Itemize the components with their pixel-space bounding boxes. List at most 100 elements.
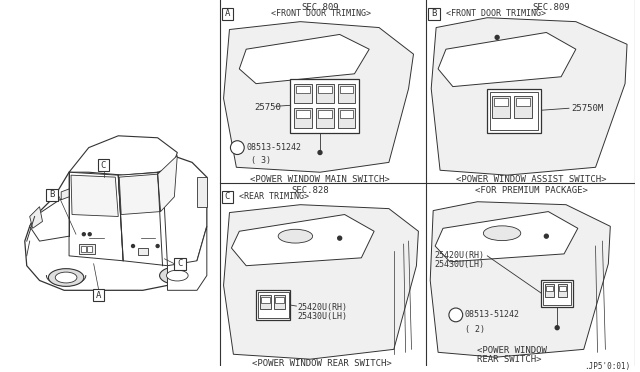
Circle shape [318, 151, 322, 154]
Text: C: C [225, 192, 230, 201]
Text: <POWER WINDOW REAR SWITCH>: <POWER WINDOW REAR SWITCH> [252, 359, 392, 368]
Text: 25750: 25750 [254, 103, 281, 112]
Text: 08513-51242: 08513-51242 [246, 143, 301, 152]
Bar [541, 280, 573, 307]
Bar [492, 96, 510, 118]
Text: <POWER WINDOW ASSIST SWITCH>: <POWER WINDOW ASSIST SWITCH> [456, 175, 607, 184]
Text: ( 2): ( 2) [465, 325, 484, 334]
Ellipse shape [483, 226, 521, 241]
Polygon shape [118, 172, 168, 266]
Bar [545, 285, 554, 297]
Bar [275, 297, 284, 303]
Polygon shape [438, 32, 576, 87]
Bar [316, 108, 334, 128]
Polygon shape [435, 212, 578, 262]
Bar [138, 248, 148, 255]
Text: <FOR PREMIUM PACKAGE>: <FOR PREMIUM PACKAGE> [475, 186, 588, 195]
Text: C: C [101, 161, 106, 170]
Bar [318, 86, 332, 93]
Polygon shape [69, 172, 123, 261]
Bar [221, 191, 234, 203]
Text: A: A [225, 9, 230, 18]
Circle shape [132, 244, 134, 247]
Text: C: C [177, 259, 183, 268]
Polygon shape [431, 18, 627, 175]
Text: <FRONT DOOR TRIMING>: <FRONT DOOR TRIMING> [271, 9, 371, 18]
Polygon shape [223, 205, 419, 359]
Ellipse shape [166, 270, 188, 281]
Bar [256, 290, 291, 320]
Text: <POWER WINDOW MAIN SWITCH>: <POWER WINDOW MAIN SWITCH> [250, 175, 390, 184]
Circle shape [230, 141, 244, 154]
Text: B: B [50, 190, 55, 199]
Polygon shape [29, 192, 99, 241]
Circle shape [449, 308, 463, 322]
Bar [296, 86, 310, 93]
Bar [318, 110, 332, 118]
Bar [340, 86, 353, 93]
Text: 25420U(RH): 25420U(RH) [434, 251, 484, 260]
Circle shape [83, 233, 85, 236]
Polygon shape [239, 35, 369, 84]
Text: A: A [96, 291, 101, 300]
Ellipse shape [49, 269, 84, 286]
Text: SEC.809: SEC.809 [532, 3, 570, 12]
Text: <REAR TRIMING>: <REAR TRIMING> [239, 192, 309, 201]
Ellipse shape [55, 272, 77, 283]
Polygon shape [119, 174, 161, 215]
Text: ( 3): ( 3) [251, 157, 271, 166]
Bar [260, 295, 271, 309]
Bar [79, 244, 95, 254]
Bar [338, 108, 355, 128]
Bar [514, 96, 532, 118]
Text: SEC.809: SEC.809 [301, 3, 339, 12]
Text: 25420U(RH): 25420U(RH) [298, 303, 348, 312]
Text: B: B [431, 9, 437, 18]
Bar [490, 92, 538, 130]
Polygon shape [232, 215, 374, 266]
Bar [316, 84, 334, 103]
Bar [558, 285, 567, 297]
Text: S: S [235, 143, 240, 152]
Bar [261, 297, 270, 303]
Polygon shape [197, 177, 207, 207]
Bar [97, 160, 109, 171]
Text: 25750M: 25750M [571, 104, 603, 113]
Circle shape [555, 326, 559, 330]
Polygon shape [25, 153, 207, 290]
Circle shape [156, 244, 159, 247]
Bar [174, 258, 186, 270]
Text: 08513-51242: 08513-51242 [465, 310, 520, 320]
Bar [487, 89, 541, 133]
Bar [291, 79, 360, 133]
Bar [47, 189, 58, 201]
Text: REAR SWITCH>: REAR SWITCH> [477, 355, 542, 364]
Circle shape [88, 233, 92, 236]
Bar [258, 292, 289, 318]
Circle shape [545, 234, 548, 238]
Bar [81, 246, 86, 252]
Text: SEC.828: SEC.828 [291, 186, 329, 195]
Text: S: S [453, 310, 458, 320]
Bar [428, 8, 440, 20]
Bar [274, 295, 285, 309]
Bar [294, 108, 312, 128]
Bar [296, 110, 310, 118]
Bar [340, 110, 353, 118]
Polygon shape [69, 136, 177, 175]
Bar [294, 84, 312, 103]
Polygon shape [29, 207, 42, 228]
Bar [543, 282, 571, 305]
Polygon shape [223, 22, 413, 172]
Text: .JP5'0:01): .JP5'0:01) [584, 362, 630, 371]
Bar [494, 99, 508, 106]
Polygon shape [157, 155, 177, 212]
Bar [93, 289, 104, 301]
Text: <POWER WINDOW: <POWER WINDOW [477, 346, 547, 355]
Bar [547, 286, 553, 291]
Text: 25430U(LH): 25430U(LH) [298, 312, 348, 321]
Polygon shape [71, 175, 118, 217]
Polygon shape [61, 189, 69, 200]
Bar [338, 84, 355, 103]
Ellipse shape [159, 267, 195, 285]
